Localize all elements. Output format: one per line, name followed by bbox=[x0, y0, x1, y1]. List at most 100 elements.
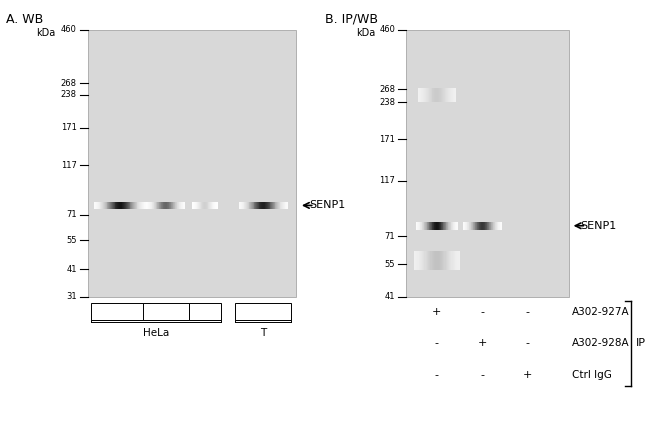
Bar bbox=[449, 222, 450, 229]
Bar bbox=[183, 201, 184, 209]
Bar bbox=[447, 222, 448, 229]
Bar bbox=[426, 251, 427, 270]
Bar bbox=[161, 201, 162, 209]
Text: A302-928A: A302-928A bbox=[572, 338, 630, 349]
Text: 41: 41 bbox=[385, 292, 395, 301]
Bar bbox=[173, 201, 174, 209]
Bar bbox=[465, 222, 466, 229]
Bar bbox=[153, 201, 154, 209]
Bar bbox=[251, 201, 252, 209]
Bar bbox=[174, 201, 175, 209]
Bar bbox=[100, 201, 101, 209]
Bar bbox=[446, 88, 447, 102]
Bar bbox=[176, 201, 177, 209]
Bar bbox=[419, 222, 421, 229]
Bar bbox=[122, 201, 124, 209]
Bar bbox=[444, 88, 445, 102]
Bar bbox=[416, 222, 417, 229]
Bar bbox=[250, 201, 251, 209]
Text: 15: 15 bbox=[159, 307, 172, 317]
Bar bbox=[127, 201, 128, 209]
Bar bbox=[424, 88, 425, 102]
Bar bbox=[430, 222, 431, 229]
Bar bbox=[172, 201, 173, 209]
Bar bbox=[429, 251, 430, 270]
Text: 41: 41 bbox=[66, 265, 77, 273]
Bar bbox=[140, 201, 141, 209]
Text: B. IP/WB: B. IP/WB bbox=[325, 13, 378, 26]
Bar bbox=[480, 222, 481, 229]
Bar bbox=[469, 222, 470, 229]
Bar bbox=[247, 201, 248, 209]
Bar bbox=[101, 201, 102, 209]
Bar bbox=[162, 201, 163, 209]
Bar bbox=[282, 201, 283, 209]
Bar bbox=[116, 201, 117, 209]
Bar bbox=[143, 201, 144, 209]
Bar bbox=[266, 201, 267, 209]
Bar bbox=[267, 201, 268, 209]
Bar bbox=[448, 88, 450, 102]
Text: HeLa: HeLa bbox=[143, 328, 169, 338]
Bar bbox=[489, 222, 490, 229]
Bar bbox=[443, 222, 444, 229]
Bar bbox=[239, 201, 240, 209]
Bar bbox=[434, 222, 435, 229]
Bar bbox=[149, 201, 150, 209]
Bar bbox=[424, 222, 425, 229]
Bar bbox=[491, 222, 492, 229]
Text: 117: 117 bbox=[61, 161, 77, 170]
Bar bbox=[450, 222, 451, 229]
Bar bbox=[435, 222, 436, 229]
Bar bbox=[494, 222, 495, 229]
Bar bbox=[493, 222, 494, 229]
Bar bbox=[179, 201, 180, 209]
Bar bbox=[129, 201, 131, 209]
Bar bbox=[158, 201, 159, 209]
Bar bbox=[438, 222, 439, 229]
Bar bbox=[457, 222, 458, 229]
Bar bbox=[420, 251, 421, 270]
Bar bbox=[415, 251, 416, 270]
Bar bbox=[242, 201, 244, 209]
Bar bbox=[117, 201, 118, 209]
Bar bbox=[437, 88, 438, 102]
Bar bbox=[416, 251, 417, 270]
Text: -: - bbox=[480, 370, 484, 380]
Bar bbox=[279, 201, 280, 209]
Text: 460: 460 bbox=[380, 25, 395, 34]
Bar bbox=[486, 222, 487, 229]
Bar bbox=[178, 201, 179, 209]
Bar bbox=[88, 30, 296, 297]
Bar bbox=[440, 251, 441, 270]
Bar bbox=[426, 88, 428, 102]
Bar bbox=[109, 201, 110, 209]
Bar bbox=[421, 222, 422, 229]
Bar bbox=[119, 201, 120, 209]
Bar bbox=[418, 88, 419, 102]
Bar bbox=[456, 251, 458, 270]
Bar bbox=[276, 201, 277, 209]
Text: 55: 55 bbox=[66, 235, 77, 245]
Bar bbox=[139, 201, 140, 209]
Bar bbox=[451, 222, 452, 229]
Text: 171: 171 bbox=[61, 123, 77, 132]
Bar bbox=[104, 201, 105, 209]
Bar bbox=[497, 222, 498, 229]
Bar bbox=[278, 201, 279, 209]
Bar bbox=[272, 201, 273, 209]
Bar bbox=[155, 201, 156, 209]
Bar bbox=[468, 222, 469, 229]
Bar bbox=[281, 201, 282, 209]
Bar bbox=[240, 201, 241, 209]
Bar bbox=[467, 222, 468, 229]
Bar bbox=[143, 303, 188, 320]
Bar bbox=[452, 88, 454, 102]
Bar bbox=[438, 88, 439, 102]
Bar bbox=[417, 222, 418, 229]
Bar bbox=[436, 88, 437, 102]
Text: SENP1: SENP1 bbox=[580, 221, 617, 231]
Bar bbox=[159, 201, 160, 209]
Bar bbox=[432, 88, 434, 102]
Bar bbox=[133, 201, 134, 209]
